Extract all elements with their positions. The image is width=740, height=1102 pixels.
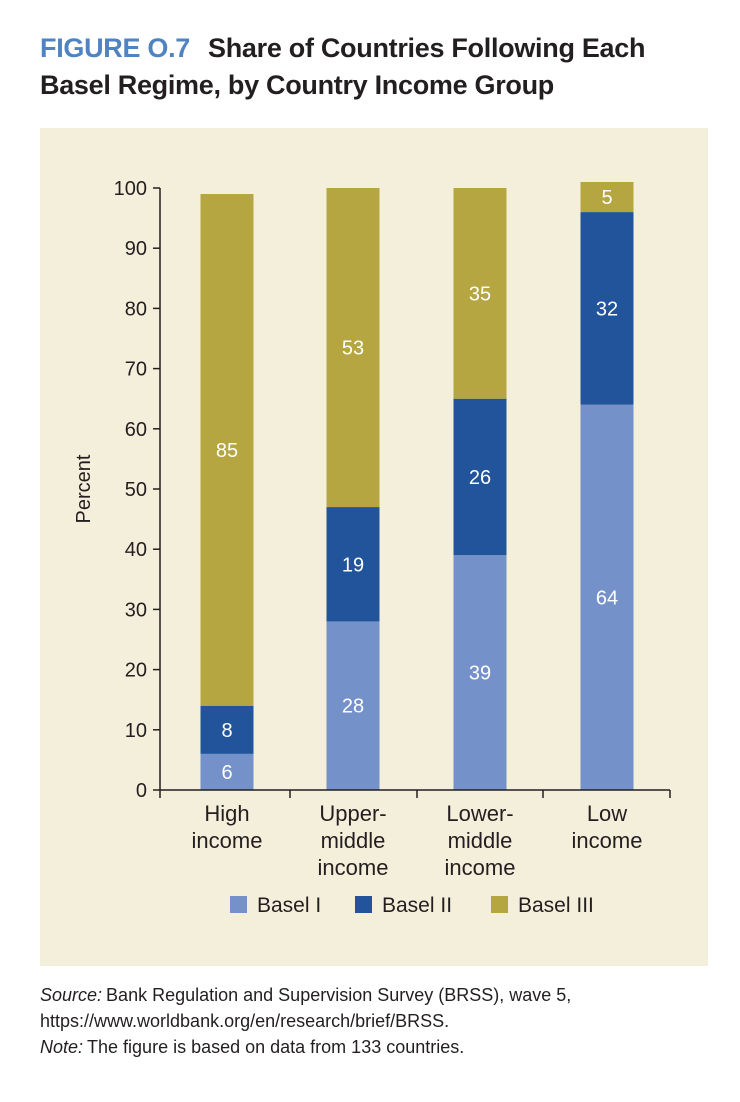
x-category-label-line: Low — [587, 801, 627, 826]
data-label: 5 — [601, 187, 612, 209]
y-tick-label: 60 — [125, 419, 147, 441]
figure-title: FIGURE O.7 Share of Countries Following E… — [40, 30, 720, 104]
bar-segment-basel-ii — [326, 507, 380, 622]
bars: 6 8 85 28 19 53 39 26 35 64 32 5 — [200, 181, 634, 790]
legend-label: Basel III — [518, 894, 594, 917]
bar-segment-basel-ii — [580, 212, 634, 405]
y-tick-label: 80 — [125, 298, 147, 320]
x-category-label-line: income — [445, 855, 516, 880]
x-category-label-line: income — [572, 828, 643, 853]
y-tick-label: 100 — [114, 178, 147, 200]
bar-segment-basel-i — [326, 621, 380, 790]
x-category-label-line: income — [192, 828, 263, 853]
bar-segment-basel-i — [453, 555, 507, 790]
y-tick-label: 20 — [125, 660, 147, 682]
bar-segment-basel-iii — [326, 188, 380, 508]
x-category-label: High income — [192, 801, 263, 853]
bar-segment-basel-iii — [580, 181, 634, 213]
chart-notes: Source: Bank Regulation and Supervision S… — [40, 982, 720, 1060]
data-label: 64 — [596, 587, 618, 609]
y-tick-label: 10 — [125, 720, 147, 742]
y-tick-label: 50 — [125, 479, 147, 501]
y-axis: 0 10 20 30 40 50 60 70 80 90 100 Percent — [73, 178, 161, 802]
y-tick-label: 90 — [125, 238, 147, 260]
legend-swatch — [355, 896, 372, 913]
data-label: 35 — [469, 283, 491, 305]
y-tick-label: 30 — [125, 599, 147, 621]
data-label: 39 — [469, 663, 491, 685]
bar-segment-basel-iii — [200, 194, 254, 706]
legend-swatch — [230, 896, 247, 913]
y-tick-label: 0 — [136, 780, 147, 802]
data-label: 28 — [342, 696, 364, 718]
y-tick-label: 40 — [125, 539, 147, 561]
legend-swatch — [491, 896, 508, 913]
y-tick-label: 70 — [125, 359, 147, 381]
note-label: Note: — [40, 1037, 84, 1057]
data-label: 26 — [469, 467, 491, 489]
y-axis-title: Percent — [73, 454, 95, 523]
chart-panel: 0 10 20 30 40 50 60 70 80 90 100 Percent 6 8 85 28 19 53… — [40, 128, 708, 966]
x-category-label-line: middle — [321, 828, 386, 853]
source-text: Bank Regulation and Supervision Survey (… — [40, 985, 572, 1031]
legend-label: Basel I — [257, 894, 321, 917]
data-label: 19 — [342, 554, 364, 576]
figure-label: FIGURE O.7 — [40, 33, 191, 63]
source-note: Source: Bank Regulation and Supervision S… — [40, 982, 720, 1034]
note-text: The figure is based on data from 133 cou… — [87, 1037, 465, 1057]
bar-segment-basel-ii — [200, 705, 254, 754]
data-label: 32 — [596, 298, 618, 320]
x-category-label: Lower-middle income — [445, 801, 516, 880]
data-label: 8 — [221, 720, 232, 742]
x-category-label: Upper-middle income — [318, 801, 389, 880]
bar-segment-basel-ii — [453, 398, 507, 556]
x-category-label-line: income — [318, 855, 389, 880]
x-category-label-line: Upper- — [319, 801, 386, 826]
x-category-label-line: High — [204, 801, 249, 826]
data-label: 6 — [221, 762, 232, 784]
legend-label: Basel II — [382, 894, 452, 917]
x-category-label-line: Lower- — [446, 801, 513, 826]
figure-title-text: Share of Countries Following Each Basel … — [40, 33, 646, 100]
source-label: Source: — [40, 985, 103, 1005]
x-category-label-line: middle — [448, 828, 513, 853]
legend: Basel I Basel II Basel III — [230, 894, 594, 917]
bar-segment-basel-i — [580, 404, 634, 790]
x-category-label: Low income — [572, 801, 643, 853]
data-label: 85 — [216, 440, 238, 462]
bar-segment-basel-iii — [453, 188, 507, 399]
data-note: Note: The figure is based on data from 13… — [40, 1034, 720, 1060]
bar-segment-basel-i — [200, 753, 254, 790]
data-label: 53 — [342, 338, 364, 360]
